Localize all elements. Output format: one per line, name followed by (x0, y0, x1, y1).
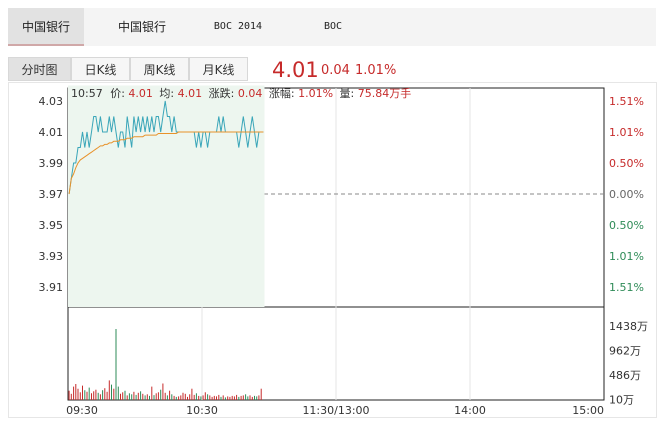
info-price: 4.01 (128, 87, 153, 100)
volume-tick-1: 962万 (609, 345, 641, 358)
volume-tick-0: 1438万 (609, 320, 648, 333)
y-tick-left-1: 4.01 (39, 126, 64, 139)
info-price-label: 价: (110, 87, 125, 100)
current-price: 4.01 (272, 58, 319, 82)
volume-bars (68, 329, 262, 400)
y-tick-left-4: 3.95 (39, 219, 64, 232)
info-vol-label: 量: (340, 87, 355, 100)
average-price-line (68, 131, 264, 195)
info-line: 10:57 价: 4.01 均: 4.01 涨跌: 0.04 涨幅: 1.01%… (71, 86, 411, 100)
y-tick-left-0: 4.03 (39, 95, 64, 108)
x-tick-2: 11:30/13:00 (302, 404, 369, 417)
info-chg: 0.04 (238, 87, 263, 100)
x-tick-4: 15:00 (572, 404, 604, 417)
y-tick-right-2: 0.50% (609, 157, 644, 170)
tab-boc-2014[interactable]: BOC 2014 (213, 21, 263, 32)
tab-intraday[interactable]: 分时图 (8, 57, 71, 81)
y-tick-left-6: 3.91 (39, 281, 64, 294)
x-tick-3: 14:00 (454, 404, 486, 417)
y-tick-right-3: 0.00% (609, 188, 644, 201)
y-tick-left-2: 3.99 (39, 157, 64, 170)
info-pct: 1.01% (298, 87, 333, 100)
tab-boc-a-share[interactable]: 中国银行 (8, 8, 84, 46)
tab-daily-k[interactable]: 日K线 (71, 57, 130, 81)
stock-tab-bar: 中国银行 中国银行 BOC 2014 BOC (8, 8, 656, 46)
y-tick-right-4: 0.50% (609, 219, 644, 232)
volume-tick-3: 10万 (609, 394, 634, 407)
info-avg: 4.01 (178, 87, 203, 100)
y-tick-right-1: 1.01% (609, 126, 644, 139)
x-tick-0: 09:30 (66, 404, 98, 417)
price-change: 0.04 (321, 63, 350, 78)
price-area-fill (68, 85, 265, 307)
info-avg-label: 均: (159, 87, 174, 100)
y-tick-left-3: 3.97 (39, 188, 64, 201)
axis-labels: 4.03 4.01 3.99 3.97 3.95 3.93 3.91 1.51% 1.01% 0.… (39, 95, 649, 417)
info-pct-label: 涨幅: (269, 87, 295, 100)
tab-monthly-k[interactable]: 月K线 (189, 57, 248, 81)
chart-frame (8, 82, 657, 418)
info-time: 10:57 (71, 87, 103, 100)
y-tick-left-5: 3.93 (39, 250, 64, 263)
info-chg-label: 涨跌: (209, 86, 235, 100)
y-tick-right-6: 1.51% (609, 281, 644, 294)
tab-boc-h-share[interactable]: 中国银行 (117, 20, 166, 34)
y-tick-right-0: 1.51% (609, 95, 644, 108)
price-change-percent: 1.01% (355, 63, 397, 78)
tab-weekly-k[interactable]: 周K线 (130, 57, 189, 81)
y-tick-right-5: 1.01% (609, 250, 644, 263)
volume-tick-2: 486万 (609, 369, 641, 382)
x-tick-1: 10:30 (186, 404, 218, 417)
tab-boc[interactable]: BOC (323, 21, 343, 32)
info-vol: 75.84万手 (358, 86, 412, 100)
